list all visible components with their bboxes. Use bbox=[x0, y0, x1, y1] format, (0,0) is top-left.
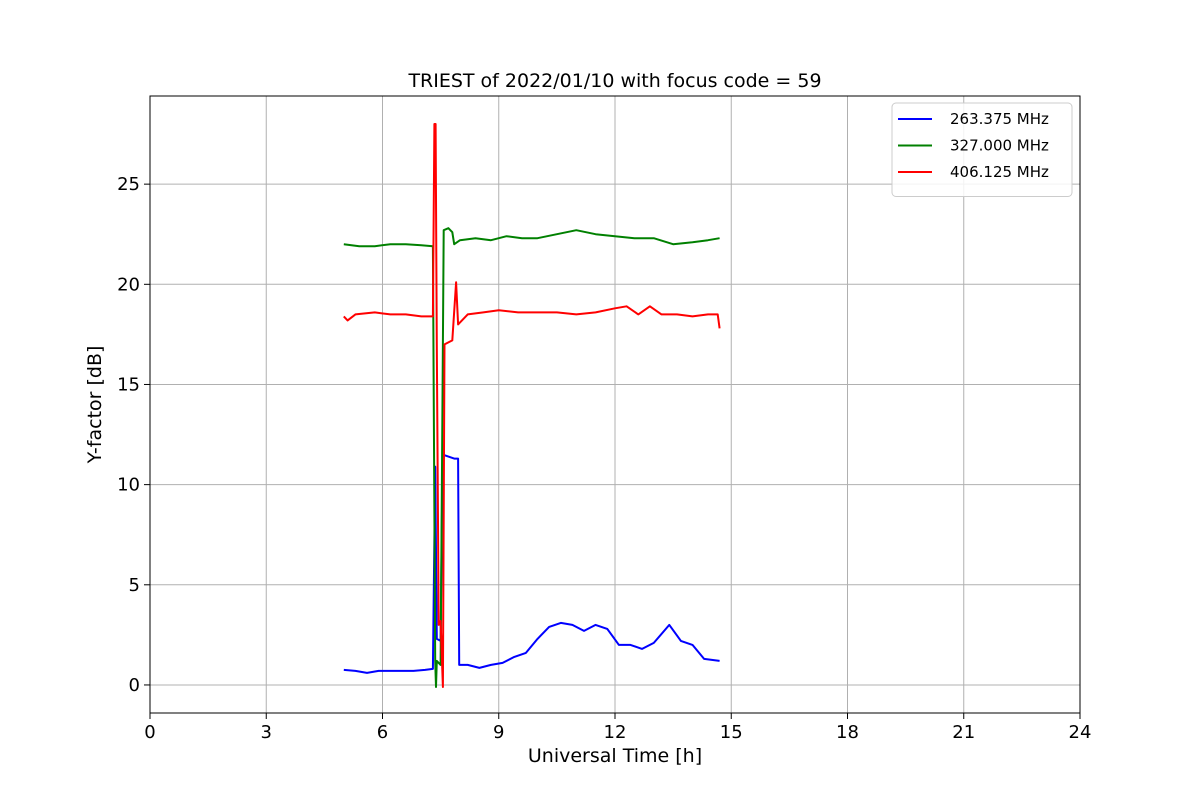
x-tick-label: 24 bbox=[1069, 722, 1092, 743]
x-tick-label: 21 bbox=[952, 722, 975, 743]
x-tick-label: 18 bbox=[836, 722, 859, 743]
y-tick-label: 15 bbox=[117, 374, 140, 395]
x-tick-label: 12 bbox=[604, 722, 627, 743]
legend-box bbox=[891, 102, 1073, 197]
y-tick-label: 20 bbox=[117, 274, 140, 295]
series-layer bbox=[343, 123, 721, 688]
x-tick-label: 9 bbox=[493, 722, 504, 743]
legend: 263.375 MHz 327.000 MHz 406.125 MHz bbox=[891, 102, 1073, 197]
ticks-layer: 0 3 6 9 12 15 18 21 24 0 5 10 15 20 25 bbox=[117, 174, 1091, 743]
y-axis-label: Y-factor [dB] bbox=[84, 346, 106, 465]
series-line-3 bbox=[343, 123, 721, 688]
x-tick-label: 6 bbox=[377, 722, 388, 743]
chart-title: TRIEST of 2022/01/10 with focus code = 5… bbox=[407, 70, 821, 92]
y-tick-label: 0 bbox=[129, 675, 140, 696]
legend-label-2: 327.000 MHz bbox=[950, 137, 1049, 155]
series-line-2 bbox=[343, 227, 720, 688]
y-tick-label: 5 bbox=[129, 575, 140, 596]
series-line-1 bbox=[343, 453, 720, 674]
legend-label-3: 406.125 MHz bbox=[950, 163, 1049, 181]
x-tick-label: 0 bbox=[144, 722, 155, 743]
y-tick-label: 25 bbox=[117, 174, 140, 195]
x-tick-label: 15 bbox=[720, 722, 743, 743]
y-tick-label: 10 bbox=[117, 475, 140, 496]
x-tick-label: 3 bbox=[261, 722, 272, 743]
x-axis-label: Universal Time [h] bbox=[528, 745, 702, 767]
legend-label-1: 263.375 MHz bbox=[950, 110, 1049, 128]
